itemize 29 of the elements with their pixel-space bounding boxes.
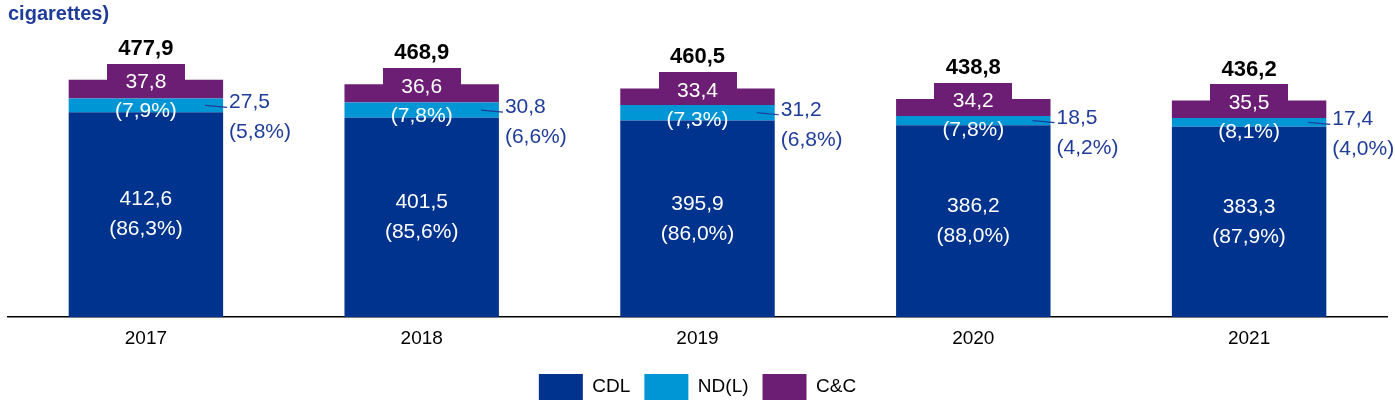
data-label: 17,4 (4,0%) [1332,106,1395,160]
data-label: 412,6 (86,3%) [109,186,183,240]
chart-title: cigarettes) [8,1,110,24]
total-label: 438,8 [945,54,1001,80]
total-label: 436,2 [1221,55,1277,81]
legend-label: CDL [592,375,631,397]
legend-label: C&C [816,375,857,397]
data-label: 401,5 (85,6%) [384,189,459,243]
data-label: 34,2 (7,8%) [942,88,1005,141]
x-tick-label: 2021 [1227,326,1271,348]
data-label: 383,3 (87,9%) [1212,193,1286,247]
data-label: 386,2 (88,0%) [936,193,1011,247]
data-label: 18,5 (4,2%) [1056,104,1119,158]
total-label: 477,9 [118,34,174,60]
data-label: 36,6 (7,8%) [390,73,453,126]
data-label: 31,2 (6,8%) [780,96,843,150]
total-label: 460,5 [669,43,726,69]
data-label: 33,4 (7,3%) [666,77,729,130]
data-label: 395,9 (86,0%) [660,190,735,244]
data-label: 37,8 (7,9%) [114,69,177,122]
x-tick-label: 2019 [676,326,719,348]
x-tick-label: 2018 [400,326,443,348]
data-label: 35,5 (8,1%) [1218,89,1281,142]
total-label: 468,9 [394,39,450,65]
data-label: 27,5 (5,8%) [229,89,291,143]
data-label: 30,8 (6,6%) [504,93,567,147]
legend-label: ND(L) [697,375,749,397]
x-tick-label: 2017 [124,326,168,348]
x-tick-label: 2020 [952,326,995,348]
